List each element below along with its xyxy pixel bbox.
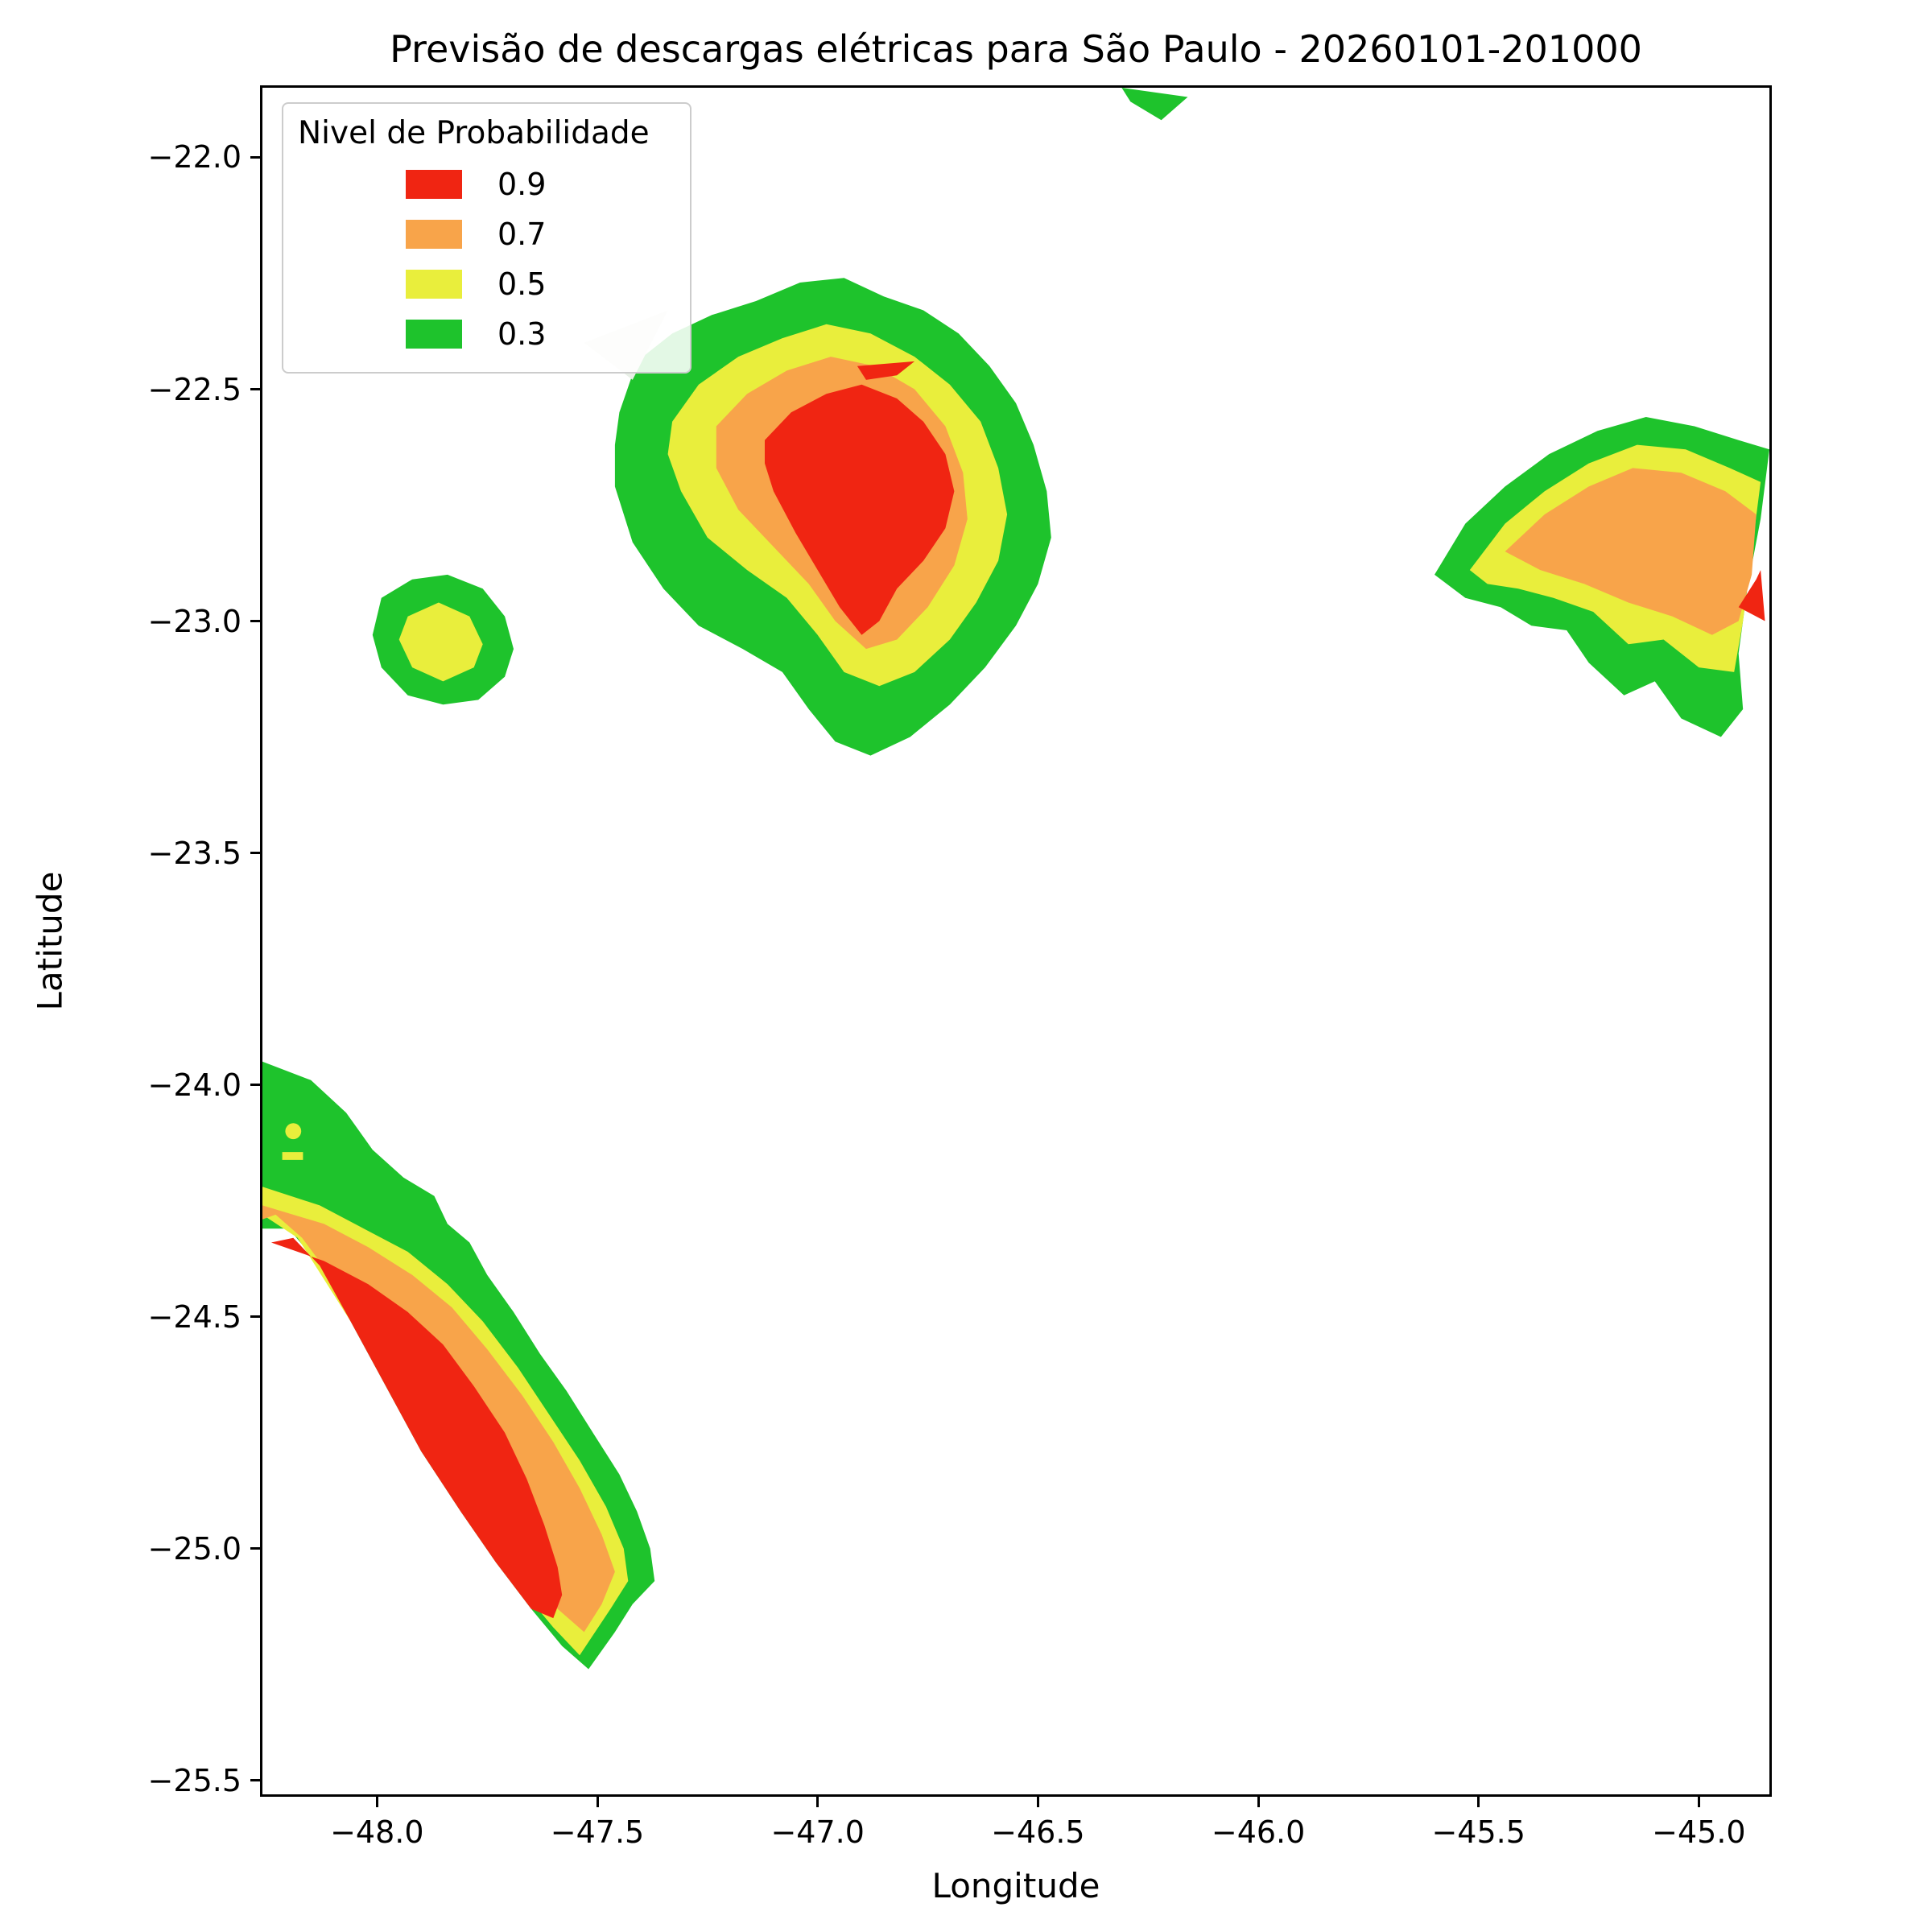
southwest-cell-level-09 bbox=[270, 1237, 563, 1619]
legend-item-05: 0.5 bbox=[283, 259, 690, 309]
legend-swatch-05 bbox=[406, 270, 462, 299]
x-tick bbox=[596, 1796, 599, 1807]
y-tick bbox=[250, 1315, 262, 1319]
x-tick bbox=[1477, 1796, 1480, 1807]
north-sliver-level-03 bbox=[1121, 88, 1188, 121]
y-tick bbox=[250, 1779, 262, 1782]
y-tick-label: −25.5 bbox=[147, 1762, 242, 1798]
y-tick-label: −24.5 bbox=[147, 1298, 242, 1335]
y-tick bbox=[250, 620, 262, 622]
y-tick bbox=[250, 1547, 262, 1550]
y-tick-label: −22.0 bbox=[147, 139, 242, 175]
east-cell-level-07 bbox=[1505, 468, 1757, 635]
central-cell-level-09 bbox=[765, 384, 955, 635]
east-cell-level-09 bbox=[1738, 570, 1765, 621]
x-tick-label: −48.0 bbox=[330, 1814, 424, 1850]
legend: Nivel de Probabilidade 0.9 0.7 0.5 0.3 bbox=[282, 102, 691, 374]
legend-item-09: 0.9 bbox=[283, 159, 690, 209]
legend-swatch-03 bbox=[406, 320, 462, 349]
x-axis-label: Longitude bbox=[931, 1866, 1100, 1905]
legend-swatch-07 bbox=[406, 220, 462, 249]
legend-label-03: 0.3 bbox=[497, 316, 547, 352]
legend-label-05: 0.5 bbox=[497, 266, 547, 302]
x-tick bbox=[1257, 1796, 1260, 1807]
y-tick bbox=[250, 155, 262, 159]
chart-title: Previsão de descargas elétricas para São… bbox=[390, 27, 1642, 71]
x-tick-label: −45.0 bbox=[1652, 1814, 1746, 1850]
legend-title: Nivel de Probabilidade bbox=[298, 115, 650, 151]
legend-item-07: 0.7 bbox=[283, 209, 690, 259]
y-tick-label: −24.0 bbox=[147, 1067, 242, 1103]
y-tick-label: −23.5 bbox=[147, 835, 242, 871]
legend-item-03: 0.3 bbox=[283, 309, 690, 359]
y-tick bbox=[250, 1084, 262, 1087]
x-tick bbox=[1036, 1796, 1039, 1807]
x-tick-label: −47.5 bbox=[550, 1814, 645, 1850]
legend-swatch-09 bbox=[406, 170, 462, 199]
x-tick-label: −45.5 bbox=[1431, 1814, 1525, 1850]
southwest-yellow-dot bbox=[285, 1123, 302, 1140]
legend-label-09: 0.9 bbox=[497, 167, 547, 202]
southwest-yellow-dash bbox=[282, 1152, 303, 1160]
x-tick bbox=[375, 1796, 378, 1807]
plot-svg bbox=[262, 88, 1769, 1670]
y-axis-label: Latitude bbox=[30, 871, 70, 1011]
legend-label-07: 0.7 bbox=[497, 217, 547, 252]
x-tick-label: −46.0 bbox=[1211, 1814, 1306, 1850]
west-small-cell-level-05 bbox=[398, 602, 483, 682]
plot-area: Nivel de Probabilidade 0.9 0.7 0.5 0.3 bbox=[260, 85, 1772, 1797]
y-tick bbox=[250, 852, 262, 854]
x-tick bbox=[816, 1796, 819, 1807]
y-tick-label: −22.5 bbox=[147, 371, 242, 407]
y-tick-label: −23.0 bbox=[147, 603, 242, 639]
y-tick-label: −25.0 bbox=[147, 1530, 242, 1567]
central-cell-red-detail bbox=[857, 361, 915, 380]
y-tick bbox=[250, 388, 262, 390]
x-tick-label: −46.5 bbox=[991, 1814, 1085, 1850]
x-tick-label: −47.0 bbox=[770, 1814, 865, 1850]
x-tick bbox=[1697, 1796, 1700, 1807]
